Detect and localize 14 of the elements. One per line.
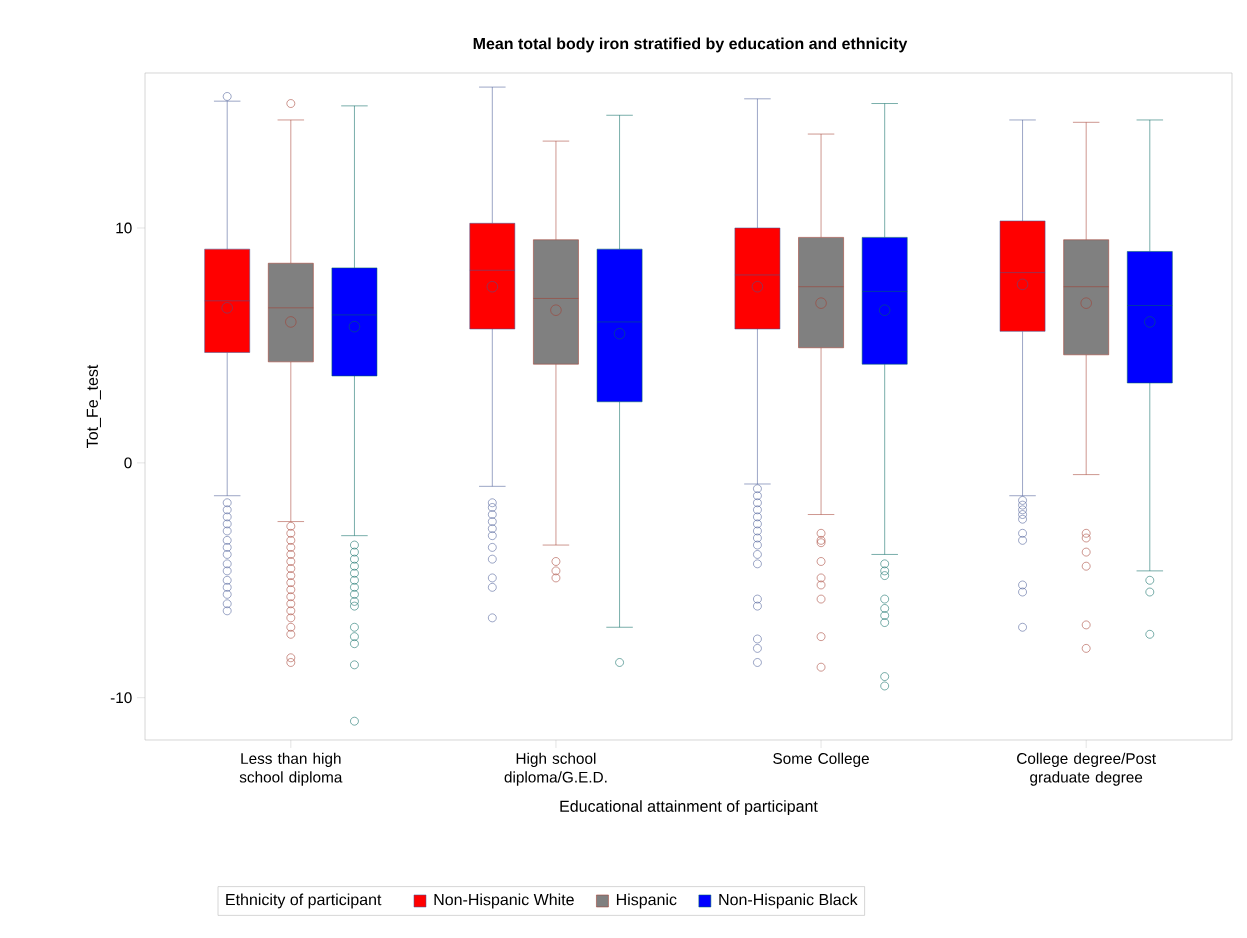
chart-title: Mean total body iron stratified by education and ethnicity (473, 37, 908, 53)
x-tick-label: College degree/Post graduate degree (1017, 752, 1156, 786)
y-axis-title: Tot_Fe_test (86, 364, 101, 448)
x-tick-label: Less than high school diploma (239, 752, 343, 786)
y-tick-label: -10 (110, 692, 132, 704)
legend-label: Hispanic (616, 893, 677, 909)
y-tick-label: 10 (116, 222, 132, 234)
legend-title: Ethnicity of participant (226, 893, 382, 909)
x-tick-label: Some College (773, 752, 869, 767)
legend-label: Non-Hispanic White (434, 893, 574, 909)
x-axis-title: Educational attainment of participant (560, 800, 818, 816)
y-tick-label: 0 (124, 457, 132, 469)
legend-label: Non-Hispanic Black (719, 893, 858, 909)
x-tick-label: High school diploma/G.E.D. (504, 752, 607, 786)
